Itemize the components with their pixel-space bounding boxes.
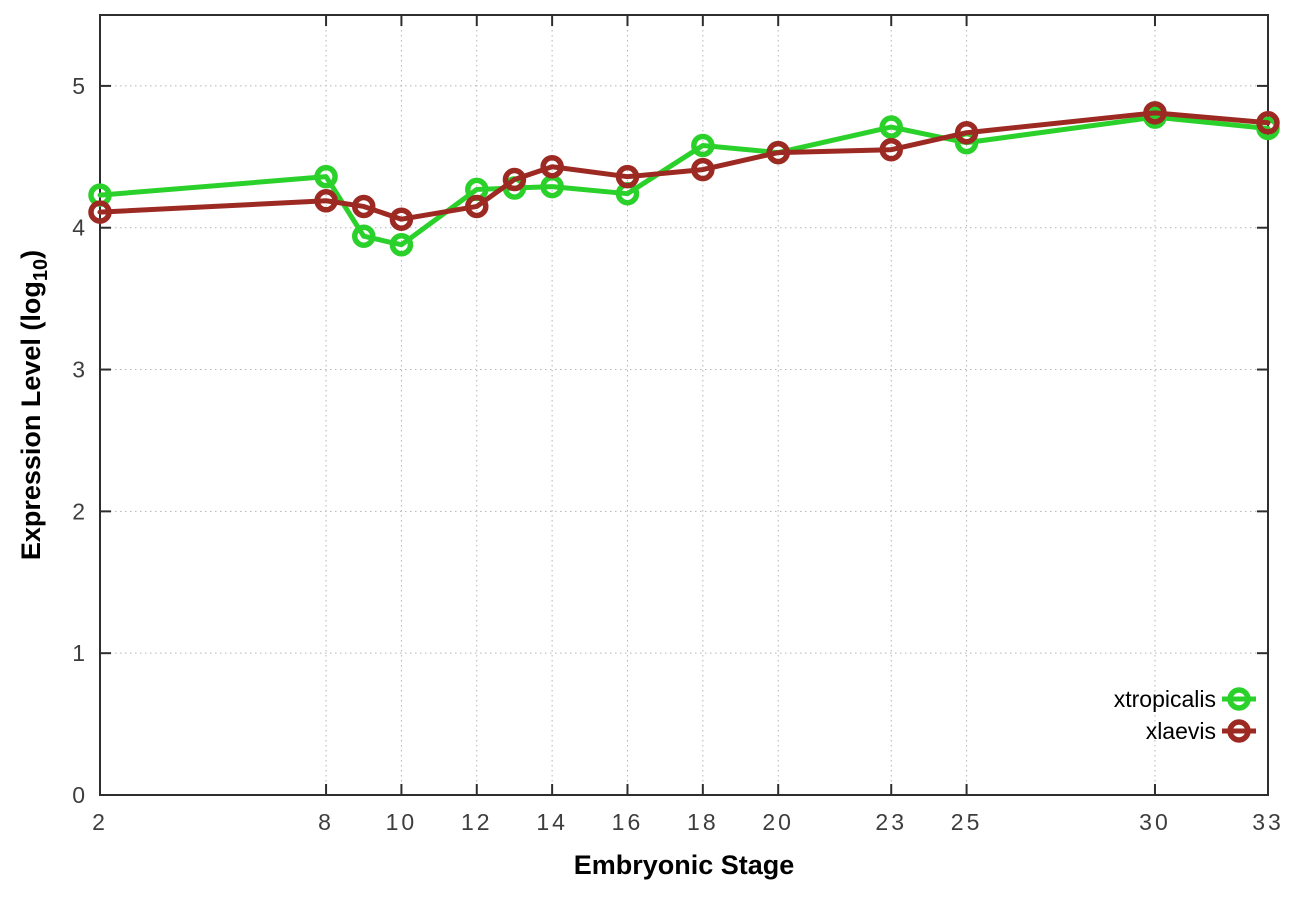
x-tick-label: 16: [612, 809, 644, 835]
legend-marker-icon: [1227, 687, 1251, 711]
data-point-marker-xtropicalis: [691, 133, 715, 158]
data-point-marker-xlaevis: [502, 167, 527, 192]
legend-marker-icon: [1227, 719, 1251, 743]
x-tick-label: 14: [536, 809, 568, 835]
x-tick-label: 2: [92, 809, 108, 835]
data-point-marker-xlaevis: [766, 140, 790, 165]
data-point-marker-xtropicalis: [351, 224, 376, 248]
x-tick-label: 18: [687, 809, 719, 835]
y-tick-labels: 0 1 2 3 4 5: [72, 73, 88, 808]
x-tick-labels: 2 8 10 12 14 16 18 20 23 25 30 33: [92, 809, 1284, 835]
x-tick-label: 10: [386, 809, 418, 835]
legend-item-xtropicalis: xtropicalis: [1114, 686, 1256, 712]
y-tick-label: 3: [72, 357, 88, 383]
data-point-marker-xlaevis: [879, 137, 903, 162]
data-point-marker-xlaevis: [1143, 101, 1167, 125]
x-axis-title: Embryonic Stage: [574, 850, 795, 880]
data-point-marker-xtropicalis: [879, 115, 903, 139]
y-tick-label: 2: [72, 498, 88, 524]
data-point-marker-xlaevis: [465, 194, 489, 219]
y-tick-label: 4: [72, 215, 88, 241]
y-tick-label: 1: [72, 640, 88, 666]
y-tick-label: 0: [72, 782, 88, 808]
data-point-marker-xtropicalis: [389, 232, 414, 257]
legend-label-xlaevis: xlaevis: [1146, 718, 1216, 744]
x-tick-label: 8: [318, 809, 334, 835]
data-point-marker-xtropicalis: [314, 164, 338, 189]
y-tick-label: 5: [72, 73, 88, 99]
data-point-marker-xlaevis: [691, 157, 715, 182]
plot-border: [99, 14, 1269, 796]
legend-item-xlaevis: xlaevis: [1146, 718, 1256, 744]
legend: xtropicalis xlaevis: [1114, 686, 1256, 744]
x-tick-label: 25: [951, 809, 983, 835]
data-point-marker-xlaevis: [314, 189, 338, 213]
y-axis-title: Expression Level (log10): [16, 250, 52, 560]
x-tick-label: 20: [762, 809, 794, 835]
data-point-marker-xlaevis: [954, 120, 979, 145]
data-point-marker-xlaevis: [1256, 111, 1280, 135]
data-point-marker-xlaevis: [540, 154, 564, 179]
data-series: [88, 101, 1280, 257]
data-point-marker-xlaevis: [389, 207, 414, 231]
legend-label-xtropicalis: xtropicalis: [1114, 686, 1216, 712]
x-tick-label: 23: [875, 809, 907, 835]
data-point-marker-xlaevis: [615, 164, 640, 189]
data-point-marker-xlaevis: [351, 194, 376, 219]
x-tick-label: 30: [1139, 809, 1171, 835]
data-point-marker-xlaevis: [88, 200, 112, 224]
x-tick-label: 12: [461, 809, 493, 835]
x-tick-label: 33: [1252, 809, 1284, 835]
